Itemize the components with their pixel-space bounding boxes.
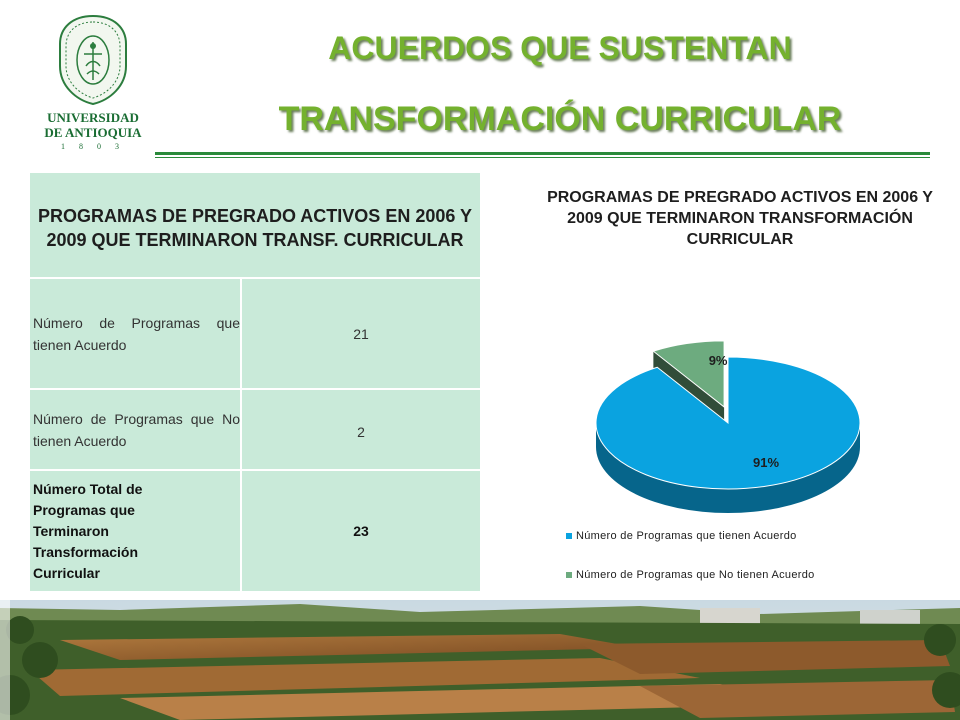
pie-chart-svg: 91% 9% bbox=[595, 340, 861, 513]
university-seal-icon bbox=[59, 14, 127, 106]
pie-data-label: 91% bbox=[753, 455, 779, 470]
table-column-divider bbox=[240, 277, 242, 591]
title-divider-thin bbox=[155, 157, 930, 158]
campus-photo bbox=[0, 600, 960, 720]
pie-slice bbox=[595, 356, 861, 490]
table-row-label: Número de Programas que No tienen Acuerd… bbox=[33, 410, 240, 449]
logo-year: 1 8 0 3 bbox=[61, 142, 125, 151]
programs-table: PROGRAMAS DE PREGRADO ACTIVOS EN 2006 Y … bbox=[30, 173, 480, 591]
table-divider bbox=[30, 277, 480, 279]
table-row-label: Número de Programas que tienen Acuerdo bbox=[33, 314, 240, 353]
pie-slice bbox=[652, 340, 725, 408]
pie-data-label: 9% bbox=[709, 353, 728, 368]
pie-slice-side bbox=[596, 423, 860, 513]
page-title-line1: ACUERDOS QUE SUSTENTAN bbox=[328, 30, 792, 66]
logo-name-line1: UNIVERSIDAD bbox=[47, 110, 139, 125]
table-header: PROGRAMAS DE PREGRADO ACTIVOS EN 2006 Y … bbox=[37, 206, 473, 250]
table-row-value: 23 bbox=[353, 523, 369, 539]
page-title-line2: TRANSFORMACIÓN CURRICULAR bbox=[278, 100, 842, 138]
chart-title: PROGRAMAS DE PREGRADO ACTIVOS EN 2006 Y … bbox=[547, 189, 933, 248]
table-divider bbox=[30, 388, 480, 390]
legend-swatch bbox=[566, 572, 572, 578]
title-divider bbox=[155, 152, 930, 155]
table-divider bbox=[30, 469, 480, 471]
legend-item: Número de Programas que tienen Acuerdo bbox=[566, 530, 797, 542]
pie-chart: PROGRAMAS DE PREGRADO ACTIVOS EN 2006 Y … bbox=[540, 173, 940, 593]
legend-label: Número de Programas que tienen Acuerdo bbox=[576, 530, 797, 542]
legend-swatch bbox=[566, 533, 572, 539]
legend-item: Número de Programas que No tienen Acuerd… bbox=[566, 569, 815, 581]
table-row-value: 21 bbox=[353, 325, 369, 342]
table-row-label: Número Total de Programas que Terminaron… bbox=[33, 480, 143, 581]
logo-name-line2: DE ANTIOQUIA bbox=[44, 125, 142, 140]
table-row-value: 2 bbox=[357, 423, 365, 440]
legend-label: Número de Programas que No tienen Acuerd… bbox=[576, 569, 815, 581]
university-logo: UNIVERSIDAD DE ANTIOQUIA 1 8 0 3 bbox=[28, 14, 158, 154]
